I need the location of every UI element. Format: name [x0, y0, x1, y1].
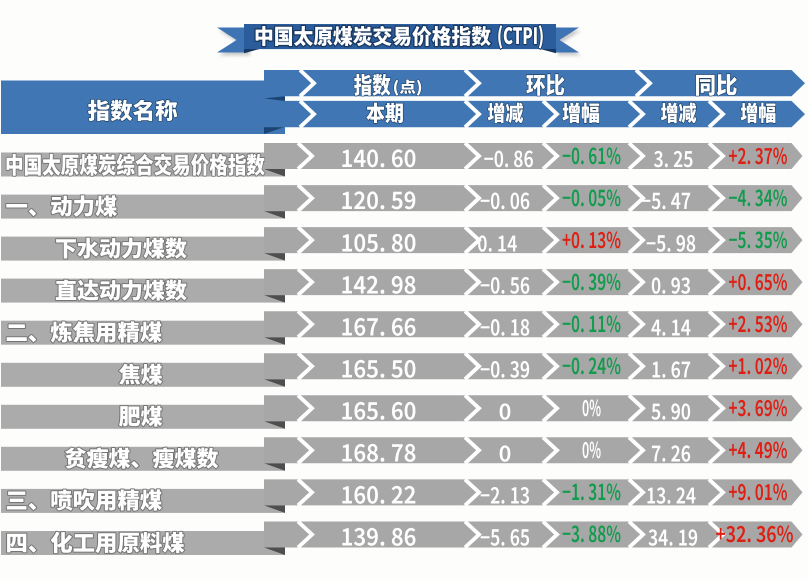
svg-text:168. 78: 168. 78	[341, 434, 417, 469]
svg-text:−5. 35%: −5. 35%	[729, 223, 788, 255]
svg-text:−3. 88%: −3. 88%	[562, 517, 621, 549]
svg-text:139. 86: 139. 86	[341, 518, 417, 553]
svg-text:(CTPI): (CTPI)	[497, 19, 544, 51]
svg-text:+2. 53%: +2. 53%	[729, 307, 788, 339]
svg-text:−0. 39%: −0. 39%	[562, 265, 621, 297]
svg-text:下水动力煤数: 下水动力煤数	[55, 231, 187, 263]
svg-text:−0. 06: −0. 06	[480, 184, 530, 216]
svg-text:增减: 增减	[487, 97, 523, 128]
svg-text:−2. 13: −2. 13	[480, 479, 530, 511]
svg-text:13. 24: 13. 24	[646, 479, 696, 511]
svg-text:+32. 36%: +32. 36%	[716, 517, 794, 549]
svg-text:二、炼焦用精煤: 二、炼焦用精煤	[6, 316, 163, 348]
svg-text:−0. 39: −0. 39	[480, 352, 530, 384]
svg-text:0: 0	[499, 437, 512, 469]
svg-text:增幅: 增幅	[562, 97, 600, 128]
svg-text:四、化工用原料煤: 四、化工用原料煤	[6, 526, 186, 558]
svg-text:34. 19: 34. 19	[648, 521, 698, 553]
svg-text:+0. 65%: +0. 65%	[729, 265, 788, 297]
svg-text:肥煤: 肥煤	[119, 400, 163, 432]
svg-text:(点): (点)	[393, 76, 423, 97]
svg-text:120. 59: 120. 59	[341, 181, 417, 216]
svg-text:+1. 02%: +1. 02%	[729, 349, 788, 381]
svg-text:165. 50: 165. 50	[341, 349, 417, 384]
svg-text:增减: 增减	[661, 97, 697, 128]
svg-text:0%: 0%	[582, 433, 601, 465]
svg-text:142. 98: 142. 98	[341, 265, 417, 300]
svg-text:−0. 86: −0. 86	[484, 142, 534, 174]
svg-text:−1. 31%: −1. 31%	[562, 475, 621, 507]
svg-text:7. 26: 7. 26	[651, 437, 691, 469]
svg-text:本期: 本期	[366, 97, 404, 128]
svg-text:焦煤: 焦煤	[119, 358, 163, 390]
svg-text:0. 14: 0. 14	[477, 226, 517, 258]
svg-text:直达动力煤数: 直达动力煤数	[55, 273, 187, 305]
svg-text:−4. 34%: −4. 34%	[729, 181, 788, 213]
svg-text:−0. 24%: −0. 24%	[562, 349, 621, 381]
svg-text:+4. 49%: +4. 49%	[729, 433, 788, 465]
svg-text:环比: 环比	[526, 66, 565, 100]
svg-text:140. 60: 140. 60	[341, 139, 417, 174]
svg-text:+0. 13%: +0. 13%	[562, 223, 621, 255]
svg-text:中国太原煤炭交易价格指数: 中国太原煤炭交易价格指数	[254, 21, 491, 51]
svg-text:5. 90: 5. 90	[651, 395, 691, 427]
svg-text:−0. 05%: −0. 05%	[562, 181, 621, 213]
svg-text:+2. 37%: +2. 37%	[729, 139, 788, 171]
svg-text:同比: 同比	[695, 66, 738, 100]
svg-text:增幅: 增幅	[740, 97, 776, 128]
svg-text:指数名称: 指数名称	[88, 94, 179, 126]
svg-text:贫瘦煤、瘦煤数: 贫瘦煤、瘦煤数	[64, 442, 218, 474]
svg-text:4. 14: 4. 14	[651, 310, 691, 342]
svg-text:−0. 18: −0. 18	[480, 310, 530, 342]
svg-text:指数: 指数	[354, 66, 391, 100]
svg-text:−5. 65: −5. 65	[480, 521, 530, 553]
svg-text:+3. 69%: +3. 69%	[729, 391, 788, 423]
svg-text:167. 66: 167. 66	[341, 307, 417, 342]
svg-text:0: 0	[499, 395, 512, 427]
svg-text:0. 93: 0. 93	[651, 268, 691, 300]
svg-text:165. 60: 165. 60	[341, 392, 417, 427]
svg-text:−5. 47: −5. 47	[641, 184, 691, 216]
svg-text:160. 22: 160. 22	[341, 476, 417, 511]
svg-text:−0. 61%: −0. 61%	[562, 139, 621, 171]
svg-text:1. 67: 1. 67	[651, 352, 691, 384]
svg-text:三、喷吹用精煤: 三、喷吹用精煤	[6, 484, 163, 516]
svg-text:−0. 11%: −0. 11%	[562, 307, 621, 339]
svg-text:0%: 0%	[582, 391, 601, 423]
svg-text:−0. 56: −0. 56	[480, 268, 530, 300]
svg-text:+9. 01%: +9. 01%	[729, 475, 788, 507]
svg-text:−5. 98: −5. 98	[646, 226, 696, 258]
svg-text:3. 25: 3. 25	[654, 142, 694, 174]
svg-text:105. 80: 105. 80	[341, 223, 417, 258]
svg-text:一、动力煤: 一、动力煤	[6, 189, 119, 221]
svg-text:中国太原煤炭综合交易价格指数: 中国太原煤炭综合交易价格指数	[5, 147, 265, 181]
